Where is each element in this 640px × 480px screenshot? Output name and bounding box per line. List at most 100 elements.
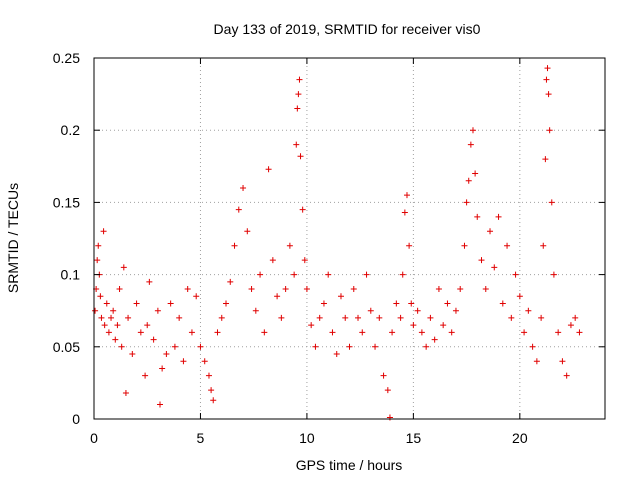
data-point [545, 91, 552, 98]
data-point [282, 286, 289, 293]
data-point [491, 264, 498, 271]
data-point [103, 300, 110, 307]
data-point [423, 343, 430, 350]
data-point [567, 322, 574, 329]
data-point [559, 358, 566, 365]
data-point [359, 329, 366, 336]
data-points [92, 65, 583, 421]
data-point [463, 199, 470, 206]
data-point [325, 271, 332, 278]
x-axis: 0 5 10 15 20 [90, 58, 528, 446]
data-point [435, 286, 442, 293]
data-point [548, 199, 555, 206]
x-tick-label: 5 [197, 430, 205, 446]
data-point [384, 387, 391, 394]
data-point [214, 329, 221, 336]
data-point [295, 91, 302, 98]
data-point [108, 314, 115, 321]
data-point [303, 286, 310, 293]
data-point [188, 329, 195, 336]
data-point [278, 314, 285, 321]
data-point [122, 390, 129, 397]
data-point [208, 387, 215, 394]
data-point [342, 314, 349, 321]
data-point [261, 329, 268, 336]
data-point [100, 228, 107, 235]
data-point [333, 351, 340, 358]
data-point [320, 300, 327, 307]
data-point [543, 76, 550, 83]
data-point [363, 271, 370, 278]
data-point [544, 65, 551, 72]
data-point [312, 343, 319, 350]
data-point [550, 271, 557, 278]
data-point [144, 322, 151, 329]
data-point [142, 372, 149, 379]
data-point [154, 307, 161, 314]
data-point [293, 141, 300, 148]
data-point [248, 286, 255, 293]
data-point [572, 314, 579, 321]
data-point [118, 343, 125, 350]
data-point [414, 307, 421, 314]
data-point [408, 300, 415, 307]
data-point [410, 322, 417, 329]
data-point [393, 300, 400, 307]
data-point [406, 242, 413, 249]
data-point [291, 271, 298, 278]
data-point [337, 293, 344, 300]
data-point [171, 343, 178, 350]
data-point [98, 314, 105, 321]
data-point [367, 307, 374, 314]
data-point [444, 300, 451, 307]
data-point [244, 228, 251, 235]
data-point [97, 293, 104, 300]
x-tick-label: 15 [406, 430, 422, 446]
x-tick-label: 10 [299, 430, 315, 446]
data-point [125, 314, 132, 321]
data-point [508, 314, 515, 321]
data-point [301, 257, 308, 264]
data-point [94, 257, 101, 264]
data-point [176, 314, 183, 321]
data-point [452, 307, 459, 314]
data-point [235, 206, 242, 213]
data-point [112, 336, 119, 343]
data-point [576, 329, 583, 336]
data-point [180, 358, 187, 365]
data-point [223, 300, 230, 307]
data-point [218, 314, 225, 321]
data-point [512, 271, 519, 278]
data-point [403, 192, 410, 199]
data-point [95, 242, 102, 249]
data-point [159, 365, 166, 372]
data-point [465, 177, 472, 184]
data-point [474, 213, 481, 220]
data-point [316, 314, 323, 321]
data-point [297, 153, 304, 160]
data-point [116, 286, 123, 293]
data-point [440, 322, 447, 329]
y-tick-label: 0.1 [61, 267, 81, 283]
data-point [401, 209, 408, 216]
y-tick-label: 0.25 [53, 50, 80, 66]
data-point [146, 278, 153, 285]
data-point [431, 336, 438, 343]
data-point [346, 343, 353, 350]
data-point [538, 314, 545, 321]
y-tick-label: 0.05 [53, 339, 80, 355]
data-point [487, 228, 494, 235]
y-tick-label: 0.15 [53, 194, 80, 210]
data-point [563, 372, 570, 379]
data-point [525, 307, 532, 314]
data-point [296, 76, 303, 83]
data-point [540, 242, 547, 249]
data-point [457, 286, 464, 293]
data-point [265, 166, 272, 173]
data-point [389, 329, 396, 336]
data-point [240, 184, 247, 191]
y-tick-label: 0.2 [61, 122, 81, 138]
data-point [105, 329, 112, 336]
data-point [461, 242, 468, 249]
